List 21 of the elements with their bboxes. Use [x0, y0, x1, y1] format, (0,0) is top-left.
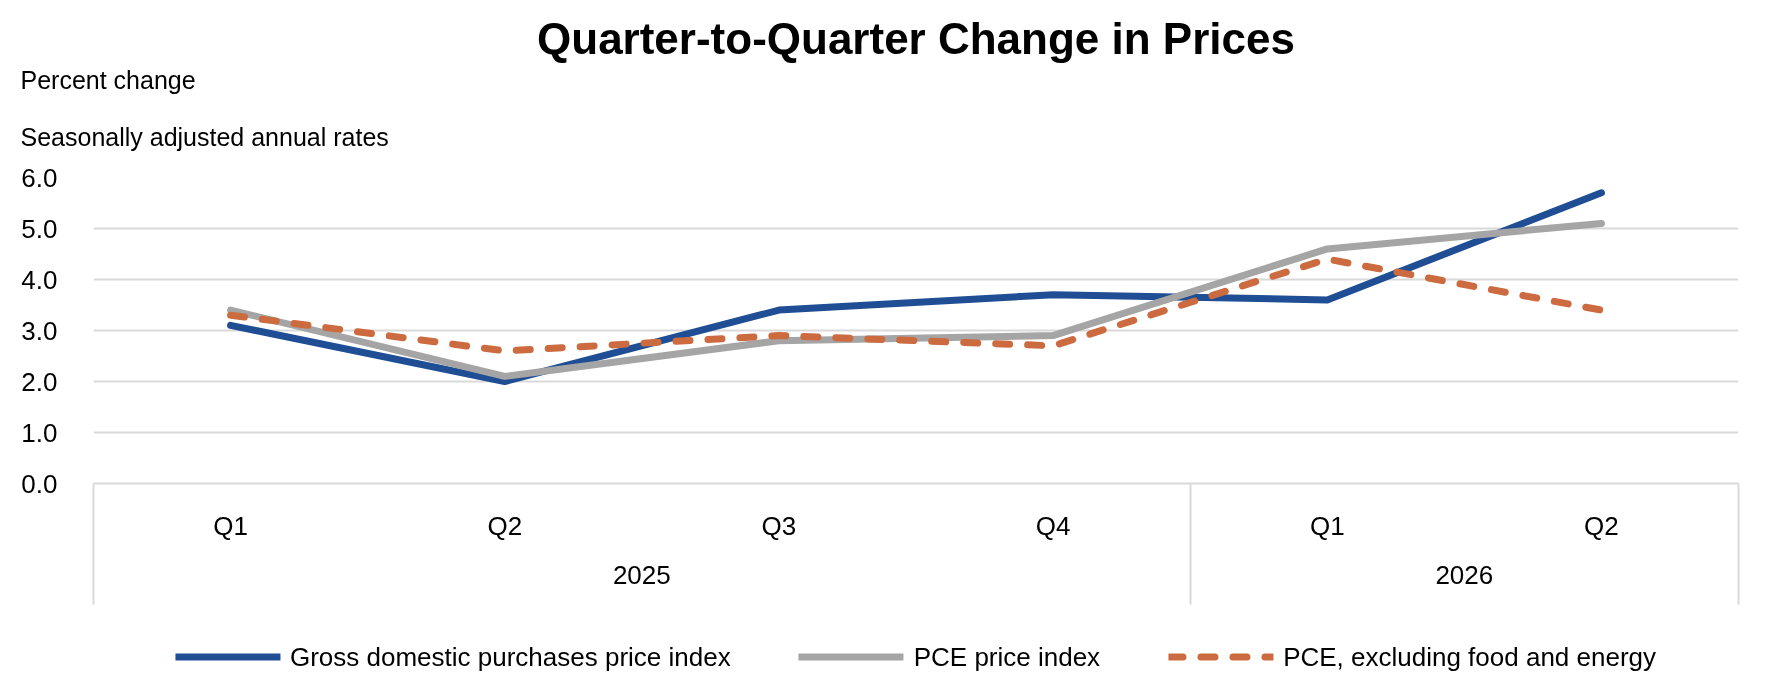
x-tick-label: Q2 [1584, 510, 1619, 541]
chart-title: Quarter-to-Quarter Change in Prices [537, 13, 1295, 63]
legend-label: PCE price index [913, 641, 1101, 672]
text: 2025 [612, 559, 671, 590]
x-tick-label: Q1 [1309, 510, 1345, 541]
chart-subtitle: Seasonally adjusted annual rates [20, 122, 389, 151]
y-tick-label: 1.0 [21, 417, 58, 448]
text: 2026 [1435, 559, 1494, 590]
y-tick-label: 6.0 [21, 162, 58, 193]
x-tick-label: Q4 [1035, 510, 1071, 541]
y-tick-label: 0.0 [21, 468, 58, 499]
y-tick-label: 3.0 [21, 315, 58, 346]
y-tick-label: 5.0 [21, 213, 58, 244]
x-tick-label: Q1 [213, 510, 248, 541]
y-tick-label: 2.0 [21, 366, 58, 397]
legend-label: Gross domestic purchases price index [289, 641, 731, 672]
x-tick-label: Q3 [761, 510, 797, 541]
y-axis-title: Percent change [20, 65, 196, 94]
x-tick-label: Q2 [487, 510, 523, 541]
legend-label: PCE, excluding food and energy [1283, 641, 1657, 672]
y-tick-label: 4.0 [21, 264, 58, 295]
